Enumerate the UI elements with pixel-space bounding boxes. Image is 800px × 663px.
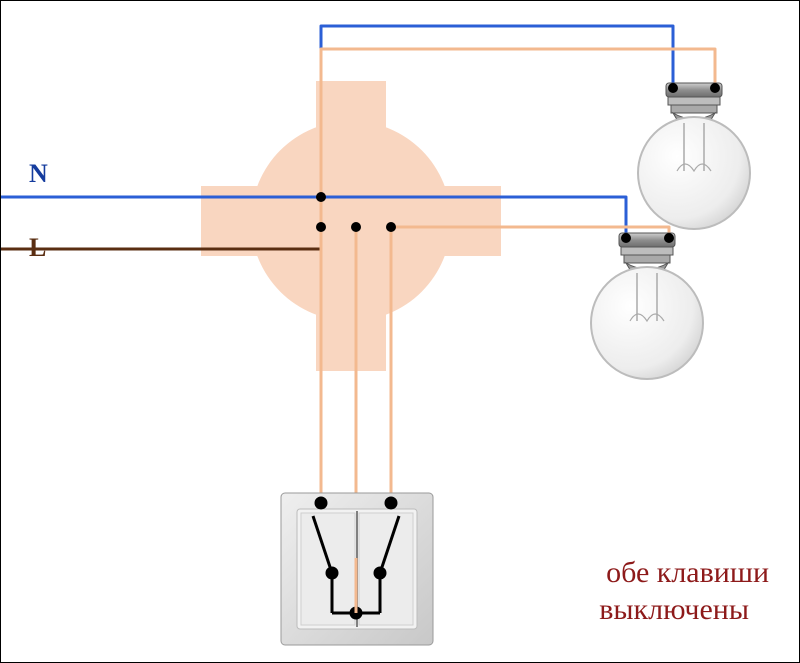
bulb-2 — [591, 233, 703, 379]
wiring-svg — [1, 1, 800, 663]
diagram-canvas: N L обе клавиши выключены — [0, 0, 800, 663]
double-switch — [281, 493, 433, 645]
bulb-1 — [638, 83, 750, 229]
